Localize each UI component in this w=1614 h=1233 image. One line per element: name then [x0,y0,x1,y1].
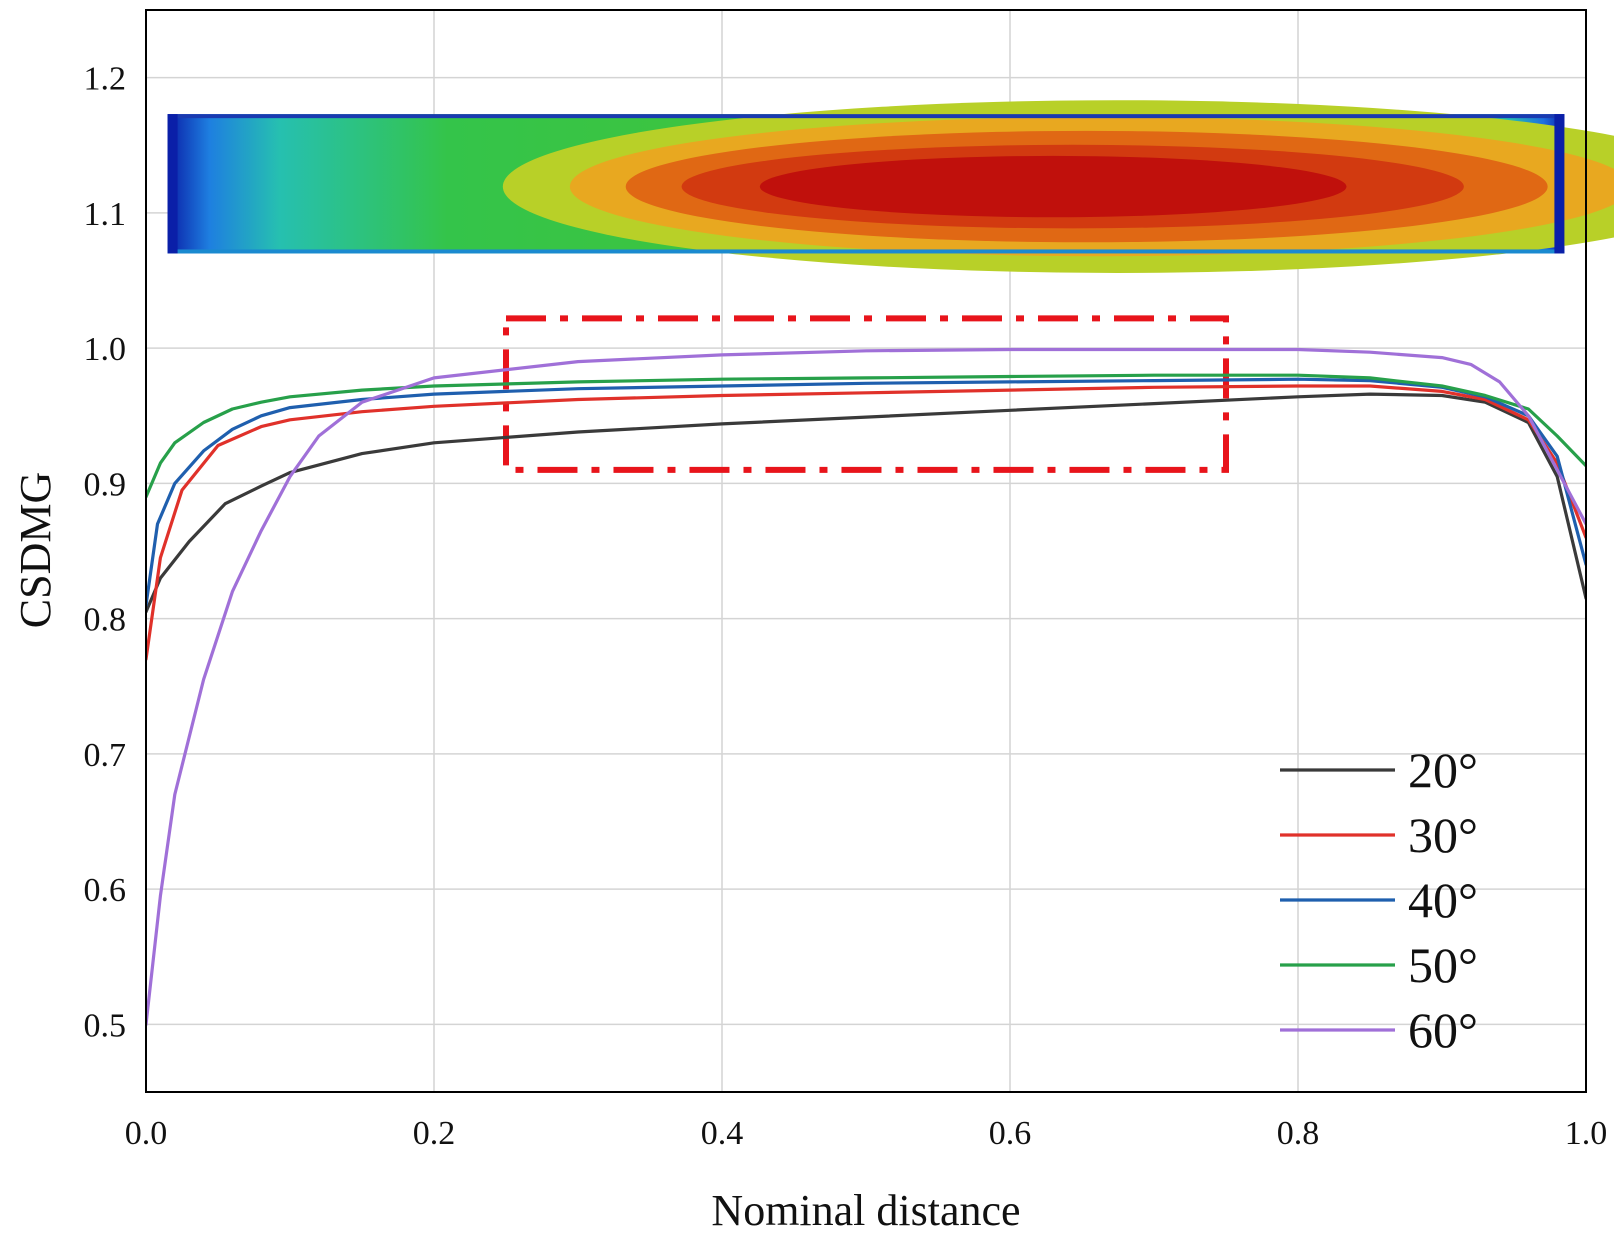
contour-band [759,155,1347,218]
y-tick-label: 0.7 [84,737,127,774]
x-ticks: 0.0 0.2 0.4 0.6 0.8 1.0 [125,1115,1608,1152]
y-tick-label: 1.2 [84,61,127,98]
x-tick-label: 0.2 [413,1115,456,1152]
legend-label: 20° [1408,742,1478,798]
series-line [146,384,1586,661]
x-tick-label: 0.8 [1277,1115,1320,1152]
legend-label: 50° [1408,937,1478,993]
y-tick-label: 1.1 [84,196,127,233]
y-tick-label: 1.0 [84,331,127,368]
contour-edge [167,114,1565,119]
legend-label: 40° [1408,872,1478,928]
plot-frame [145,9,1587,1093]
contour-edge [1554,114,1565,254]
series-line [146,392,1586,614]
y-tick-label: 0.9 [84,466,127,503]
y-ticks: 0.5 0.6 0.7 0.8 0.9 1.0 1.1 1.2 [84,61,127,1045]
x-tick-label: 1.0 [1565,1115,1608,1152]
legend-label: 30° [1408,807,1478,863]
x-axis-label: Nominal distance [711,1186,1020,1233]
highlight-box [503,315,1229,473]
x-tick-label: 0.4 [701,1115,744,1152]
legend: 20° 30° 40° 50° 60° [1280,742,1478,1058]
contour-edge [167,249,1565,254]
y-axis-label: CSDMG [11,472,60,629]
inset-contour-map [167,100,1614,273]
x-tick-label: 0.6 [989,1115,1032,1152]
contour-edge [167,114,178,254]
y-tick-label: 0.8 [84,602,127,639]
series-lines [146,347,1586,1027]
series-line [146,347,1586,1027]
y-tick-label: 0.5 [84,1007,127,1044]
highlight-rect [503,315,1229,473]
legend-label: 60° [1408,1002,1478,1058]
x-tick-label: 0.0 [125,1115,168,1152]
series-line [146,373,1586,499]
y-tick-label: 0.6 [84,872,127,909]
